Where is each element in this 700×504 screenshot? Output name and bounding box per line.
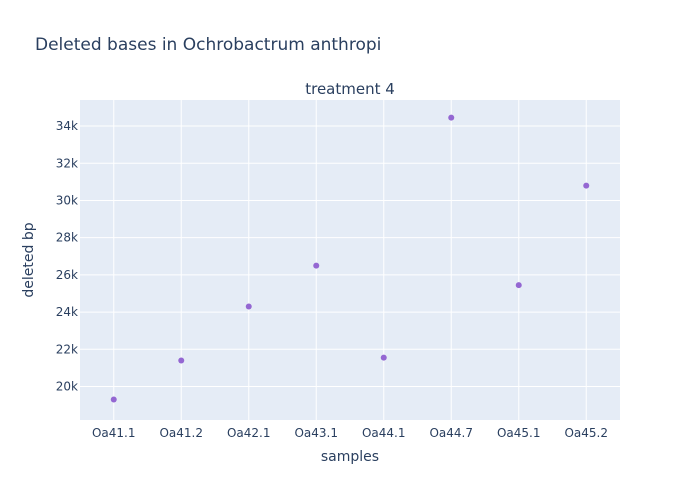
x-tick-label: Oa42.1 <box>227 426 271 440</box>
x-tick-label: Oa41.2 <box>159 426 203 440</box>
grid-lines <box>80 100 620 420</box>
x-tick-label: Oa44.1 <box>362 426 406 440</box>
y-tick-label: 20k <box>56 380 78 394</box>
data-point[interactable] <box>380 354 387 361</box>
data-point[interactable] <box>313 262 320 269</box>
chart-subtitle: treatment 4 <box>305 80 395 98</box>
data-point[interactable] <box>448 114 455 121</box>
x-tick-label: Oa43.1 <box>294 426 338 440</box>
y-tick-label: 28k <box>56 231 78 245</box>
y-tick-label: 32k <box>56 156 78 170</box>
data-point[interactable] <box>110 396 117 403</box>
data-points <box>110 114 590 403</box>
data-point[interactable] <box>178 357 185 364</box>
chart-title: Deleted bases in Ochrobactrum anthropi <box>35 35 381 55</box>
y-tick-label: 24k <box>56 305 78 319</box>
x-tick-label: Oa44.7 <box>429 426 473 440</box>
y-tick-label: 22k <box>56 342 78 356</box>
x-tick-labels: Oa41.1 Oa41.2 Oa42.1 Oa43.1 Oa44.1 Oa44.7 Oa45… <box>92 426 608 440</box>
y-tick-labels: 20k 22k 24k 26k 28k 30k 32k 34k <box>56 119 78 393</box>
x-tick-label: Oa45.1 <box>497 426 541 440</box>
x-tick-label: Oa45.2 <box>564 426 608 440</box>
y-tick-label: 26k <box>56 268 78 282</box>
data-point[interactable] <box>245 303 252 310</box>
x-axis-label: samples <box>321 449 379 465</box>
plot-area <box>80 100 620 420</box>
y-tick-label: 34k <box>56 119 78 133</box>
y-tick-label: 30k <box>56 193 78 207</box>
y-axis-label: deleted bp <box>21 222 37 297</box>
x-tick-label: Oa41.1 <box>92 426 136 440</box>
data-point[interactable] <box>583 182 590 189</box>
data-point[interactable] <box>515 282 522 289</box>
